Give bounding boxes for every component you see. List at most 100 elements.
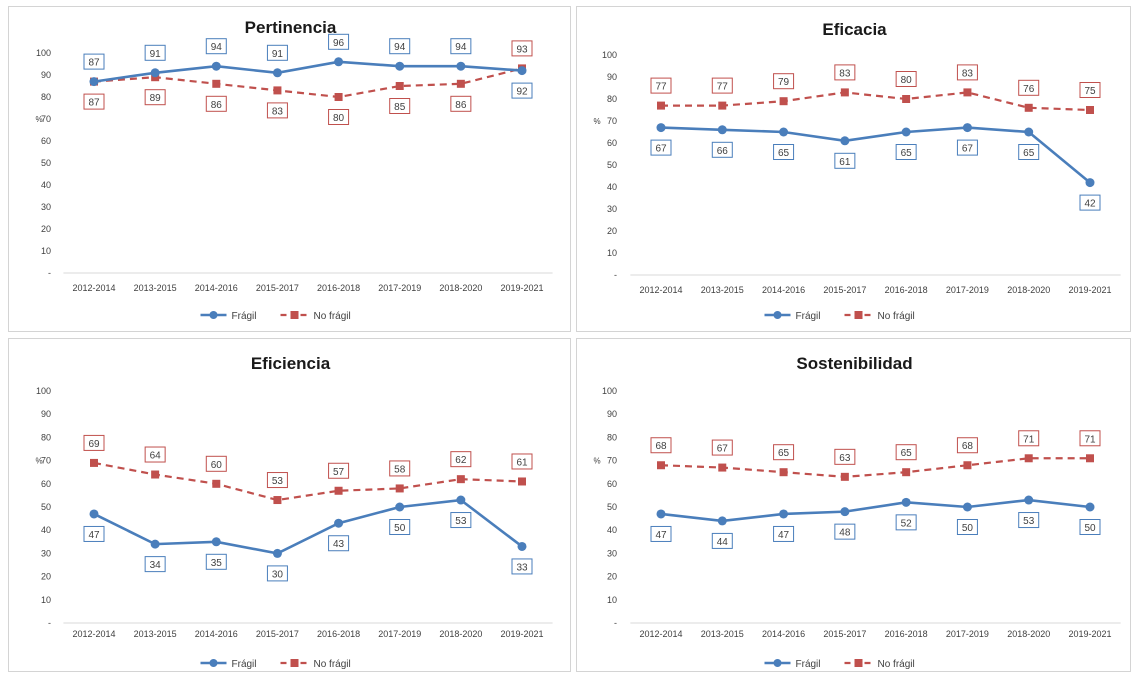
data-label: 91 [272, 49, 284, 60]
data-point-fragil [717, 125, 727, 135]
data-label-no-fragil: 86 [450, 95, 472, 112]
data-point-fragil [962, 502, 972, 512]
x-tick-label: 2013-2015 [701, 629, 744, 639]
data-label-box [1079, 430, 1101, 447]
data-label-box [205, 553, 227, 570]
data-label-box [389, 460, 411, 477]
data-point-no-fragil [902, 95, 911, 103]
data-point-no-fragil [779, 468, 788, 477]
data-label: 47 [88, 530, 100, 541]
data-point-no-fragil [840, 472, 849, 481]
data-label-fragil: 94 [450, 38, 472, 55]
y-tick-label: 50 [607, 502, 617, 512]
data-label: 50 [962, 523, 974, 534]
data-label-box [956, 64, 978, 81]
x-tick-label: 2019-2021 [500, 629, 543, 639]
data-label-box [1079, 82, 1101, 98]
y-tick-label: 60 [41, 479, 51, 489]
x-tick-label: 2014-2016 [762, 629, 805, 639]
data-label-no-fragil: 71 [1079, 430, 1101, 447]
data-label: 53 [1023, 516, 1035, 527]
y-tick-label: 100 [36, 48, 51, 58]
y-tick-label: 10 [41, 246, 51, 256]
y-tick-label: 30 [607, 204, 617, 214]
data-label-fragil: 47 [650, 525, 672, 542]
data-label-fragil: 35 [205, 553, 227, 570]
data-label-box [328, 109, 350, 125]
data-label: 71 [1084, 434, 1096, 445]
data-label-fragil: 67 [650, 139, 672, 156]
data-point-no-fragil [963, 461, 972, 470]
legend: Frágil No frágil [200, 659, 351, 670]
x-tick-label: 2018-2020 [439, 283, 482, 293]
legend-label-no-fragil: No frágil [878, 311, 915, 322]
y-tick-label: 30 [41, 202, 51, 212]
y-tick-label: 20 [607, 226, 617, 236]
data-label: 53 [455, 516, 467, 527]
x-tick-label: 2016-2018 [317, 283, 360, 293]
data-label-box [1018, 144, 1040, 160]
data-point-fragil [211, 61, 221, 71]
data-label-fragil: 43 [328, 535, 350, 552]
data-label-box [1018, 79, 1040, 96]
data-label-box [711, 77, 733, 94]
legend-label-fragil: Frágil [232, 311, 257, 322]
series-line-fragil [660, 126, 1091, 184]
data-label-box [328, 33, 350, 50]
data-label-box [205, 38, 227, 55]
x-tick-label: 2017-2019 [946, 285, 989, 295]
data-label-no-fragil: 67 [711, 439, 733, 456]
chart-sostenibilidad: Sostenibilidad - 10 20 30 40 50 60 70 80 90 100% 201… [593, 354, 1121, 670]
data-label-box [956, 139, 978, 156]
data-label-box [450, 38, 472, 55]
data-label-box [834, 523, 856, 540]
series-line-fragil [93, 60, 523, 83]
data-label-box [1018, 430, 1040, 447]
legend-label-no-fragil: No frágil [314, 311, 351, 322]
legend-label-no-fragil: No frágil [314, 659, 351, 670]
legend-label-fragil: Frágil [796, 659, 821, 670]
data-label: 92 [516, 87, 528, 98]
y-tick-label: 70 [41, 114, 51, 124]
y-tick-label: - [614, 618, 617, 628]
data-point-fragil [1085, 502, 1095, 512]
data-label-fragil: 47 [83, 525, 105, 542]
data-point-no-fragil [212, 79, 221, 88]
y-tick-label: 80 [607, 432, 617, 442]
legend-marker-fragil [773, 311, 782, 319]
legend-marker-fragil [209, 659, 218, 667]
data-label-box [266, 472, 288, 489]
data-label-box [144, 556, 166, 573]
data-label-fragil: 50 [389, 519, 411, 535]
data-label-box [83, 53, 105, 70]
data-label: 80 [333, 113, 345, 124]
data-label-fragil: 91 [266, 44, 288, 61]
data-label-fragil: 66 [711, 141, 733, 158]
data-label-box [773, 144, 795, 160]
data-point-no-fragil [456, 79, 465, 88]
x-tick-label: 2013-2015 [701, 285, 744, 295]
chart-title: Eficacia [822, 20, 887, 39]
data-point-no-fragil [151, 470, 160, 479]
y-tick-label: 40 [607, 182, 617, 192]
data-point-no-fragil [395, 484, 404, 493]
data-label: 65 [778, 148, 790, 159]
data-point-no-fragil [963, 88, 972, 97]
series-line-fragil [660, 498, 1091, 523]
data-point-fragil [656, 123, 666, 133]
y-tick-label: 40 [41, 180, 51, 190]
data-label: 93 [516, 44, 528, 55]
data-point-fragil [456, 495, 466, 505]
data-point-no-fragil [518, 477, 526, 486]
x-tick-label: 2016-2018 [317, 629, 360, 639]
data-label: 71 [1023, 434, 1035, 445]
legend-marker-no-fragil [290, 311, 299, 319]
data-label: 67 [962, 144, 974, 155]
data-label-fragil: 50 [956, 519, 978, 535]
data-label-box [511, 558, 533, 575]
data-label: 58 [394, 464, 406, 475]
data-label: 87 [88, 98, 100, 109]
data-point-fragil [272, 548, 282, 558]
y-tick-label: 100 [36, 386, 51, 396]
x-tick-label: 2019-2021 [500, 283, 543, 293]
